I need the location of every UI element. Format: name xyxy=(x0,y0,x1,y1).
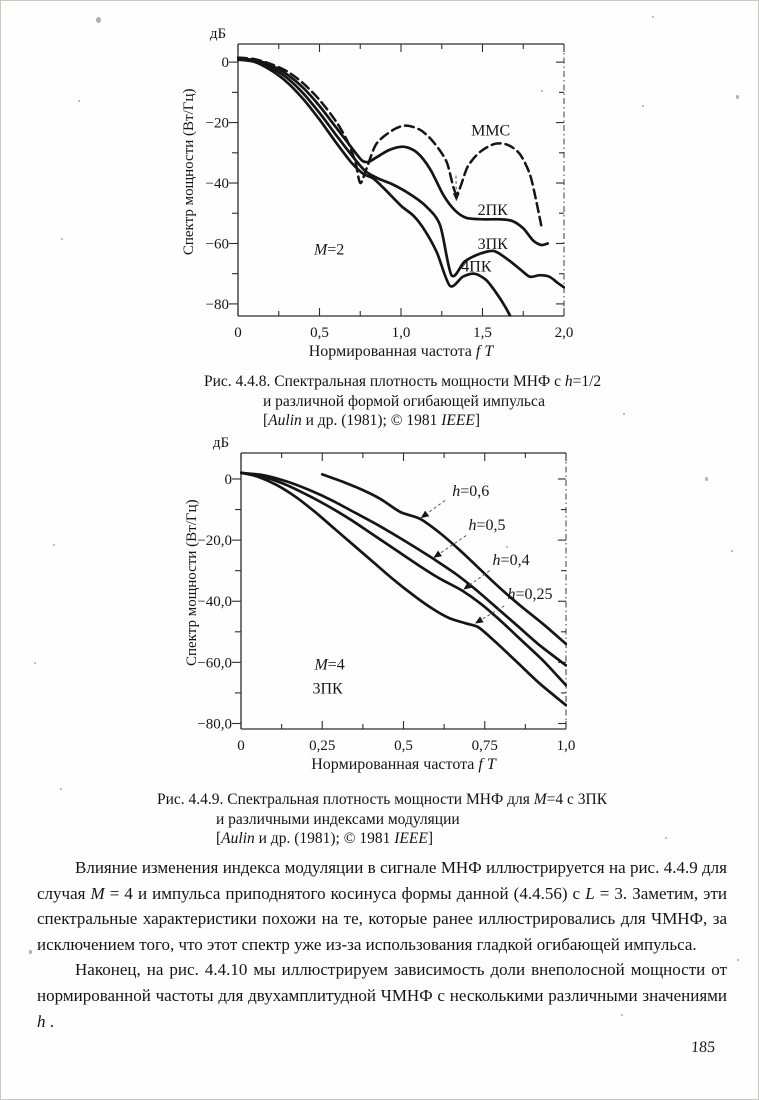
scan-speck xyxy=(96,17,101,23)
annotation-arrowhead xyxy=(452,193,460,202)
paragraph-1: Влияние изменения индекса модуляции в си… xyxy=(37,858,728,954)
curve-2ПК xyxy=(237,57,550,247)
annotation-line xyxy=(467,570,490,587)
page-number: 185 xyxy=(690,1039,716,1056)
y-unit-label: дБ xyxy=(213,435,229,451)
annotation-arrowhead xyxy=(475,616,484,624)
y-tick-label: −80,0 xyxy=(197,716,232,732)
scan-speck xyxy=(78,100,80,103)
scan-speck xyxy=(60,788,62,791)
y-unit-label: дБ xyxy=(210,26,226,42)
paragraph-2: Наконец, на рис. 4.4.10 мы иллюстрируем … xyxy=(37,960,727,1031)
caption-line: Рис. 4.4.8. Спектральная плотность мощно… xyxy=(204,373,602,390)
caption-line: [Aulin и др. (1981); © 1981 IEEE] xyxy=(216,830,433,847)
curve-label: 4ПК xyxy=(461,259,492,276)
caption-line: [Aulin и др. (1981); © 1981 IEEE] xyxy=(263,412,480,429)
scan-speck xyxy=(623,413,625,416)
scan-speck xyxy=(34,662,36,665)
body-text: Влияние изменения индекса модуляции в си… xyxy=(37,855,727,1034)
x-tick-label: 0,25 xyxy=(309,738,335,754)
annotation-line xyxy=(425,500,446,515)
y-tick-label: 0 xyxy=(222,55,230,71)
caption-line: и различными индексами модуляции xyxy=(216,810,460,828)
curve-label: 3ПК xyxy=(478,236,509,253)
annotation-line xyxy=(438,535,467,555)
annotation-line xyxy=(479,605,505,621)
curve-h=0,6 xyxy=(320,473,567,646)
curve-ММС xyxy=(237,56,543,227)
curve-label: 2ПК xyxy=(478,202,509,219)
annotation-arrowhead xyxy=(463,582,472,590)
x-axis-title: Нормированная частота f T xyxy=(309,343,495,360)
x-tick-label: 0,75 xyxy=(472,738,498,754)
curve-label: h=0,4 xyxy=(493,552,530,569)
scan-speck xyxy=(506,546,508,549)
curve-h=0,25 xyxy=(240,471,567,707)
y-tick-label: −20 xyxy=(206,116,229,132)
y-tick-label: −40,0 xyxy=(197,594,232,610)
caption-line: и различной формой огибающей импульса xyxy=(263,392,545,410)
x-tick-label: 1,0 xyxy=(557,738,576,754)
figure-4-4-8-chart: 0 0,5 1,0 1,5 2,0 0 −20 −40 −60 −80 дБ Спектр мощно… xyxy=(181,26,574,360)
curve-label: 3ПК xyxy=(313,681,344,698)
curve-label: ММС xyxy=(471,122,510,139)
x-tick-label: 1,5 xyxy=(473,325,492,341)
y-tick-label: −80 xyxy=(206,297,229,313)
y-tick-label: −20,0 xyxy=(197,533,232,549)
figure-4-4-8-caption: Рис. 4.4.8. Спектральная плотность мощно… xyxy=(204,372,601,431)
curve-4ПК xyxy=(237,58,513,317)
x-axis-title: Нормированная частота f T xyxy=(311,756,497,773)
scan-speck xyxy=(736,95,739,99)
curve-label: h=0,5 xyxy=(469,517,506,534)
figure-4-4-9-chart: 0 0,25 0,5 0,75 1,0 0 −20,0 −40,0 −60,0 −80,0 дБ Сп… xyxy=(184,435,576,773)
scan-speck xyxy=(642,105,644,108)
scan-speck xyxy=(541,90,543,93)
x-tick-label: 0 xyxy=(234,325,242,341)
figure-4-4-9-caption: Рис. 4.4.9. Спектральная плотность мощно… xyxy=(157,790,607,849)
y-tick-label: −60 xyxy=(206,236,229,252)
y-tick-label: −40 xyxy=(206,176,229,192)
y-tick-label: −60,0 xyxy=(197,655,232,671)
annotation-arrowhead xyxy=(420,510,430,519)
x-tick-label: 0 xyxy=(237,738,245,754)
scan-speck xyxy=(665,837,667,840)
curve-label: h=0,25 xyxy=(508,586,553,603)
scan-speck xyxy=(652,16,654,19)
scan-speck xyxy=(705,477,708,481)
curve-h=0,5 xyxy=(240,471,567,667)
annotation-arrowhead xyxy=(433,550,442,558)
scan-speck xyxy=(29,950,32,954)
curve-h=0,4 xyxy=(240,471,567,687)
curve-label: M=4 xyxy=(313,656,344,673)
scan-speck xyxy=(737,959,739,962)
y-axis-title: Спектр мощности (Вт/Гц) xyxy=(181,89,197,256)
y-axis-title: Спектр мощности (Вт/Гц) xyxy=(184,499,200,666)
x-tick-label: 2,0 xyxy=(555,325,574,341)
scan-speck xyxy=(53,544,55,547)
curve-label: h=0,6 xyxy=(452,483,489,500)
x-tick-label: 1,0 xyxy=(392,325,411,341)
x-tick-label: 0,5 xyxy=(310,325,329,341)
caption-line: Рис. 4.4.9. Спектральная плотность мощно… xyxy=(157,791,608,808)
x-tick-label: 0,5 xyxy=(394,738,413,754)
scan-speck xyxy=(621,1014,623,1017)
scan-speck xyxy=(731,550,733,553)
y-tick-label: 0 xyxy=(225,472,233,488)
curve-3ПК xyxy=(237,57,565,289)
scan-speck xyxy=(61,238,63,241)
curve-label: M=2 xyxy=(313,241,344,258)
